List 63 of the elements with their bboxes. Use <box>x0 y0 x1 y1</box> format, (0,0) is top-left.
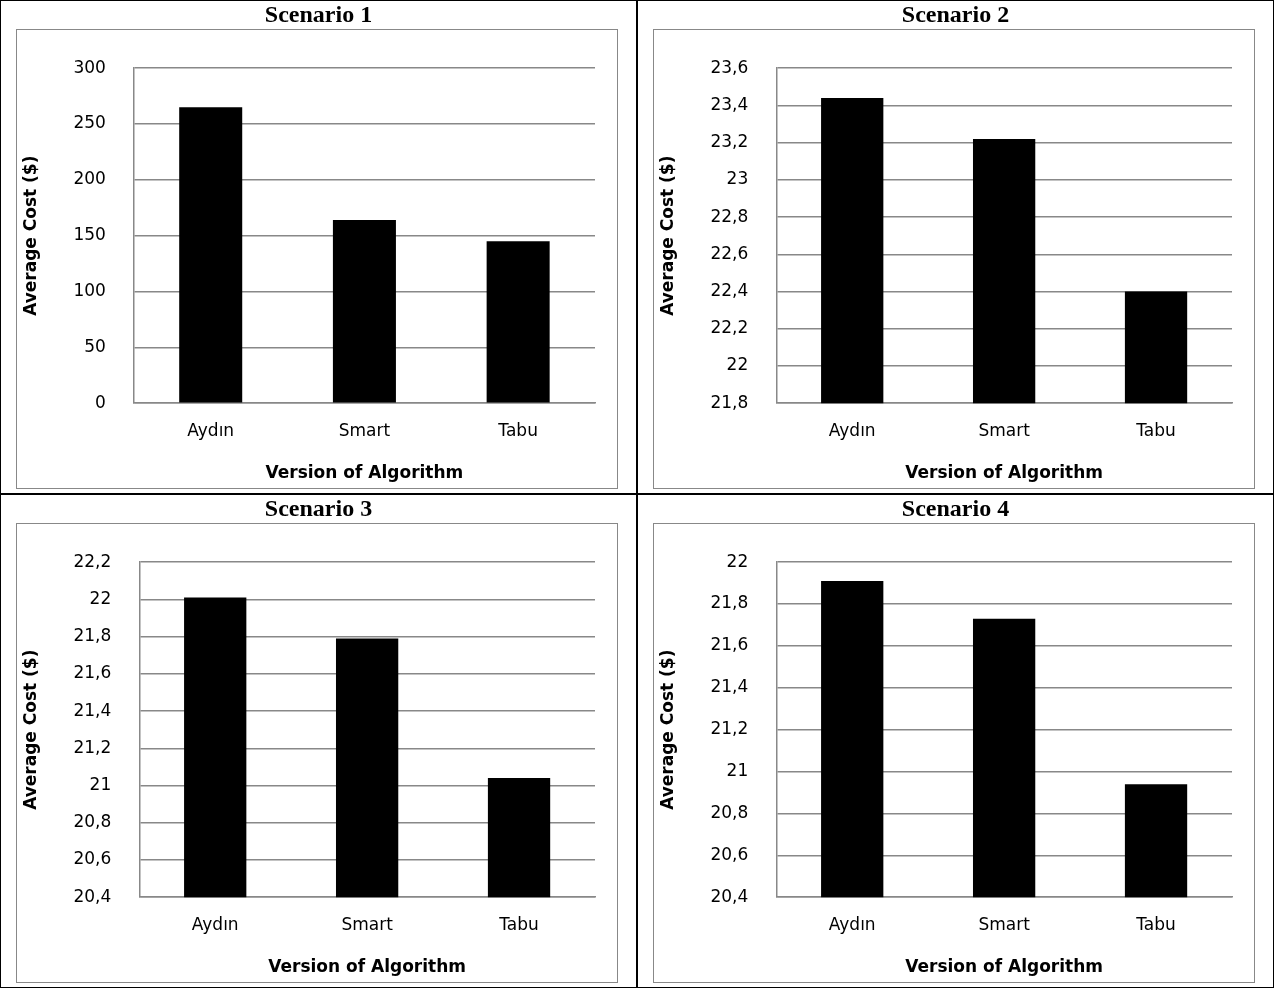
y-tick-label: 22 <box>726 354 749 375</box>
y-tick-label: 250 <box>73 112 106 133</box>
y-tick-label: 22 <box>89 587 112 608</box>
x-tick-label: Aydın <box>828 913 876 934</box>
x-axis-title: Version of Algorithm <box>268 956 467 977</box>
y-tick-label: 21,4 <box>73 699 112 720</box>
bar <box>179 107 243 403</box>
y-axis-title: Average Cost ($) <box>19 649 40 810</box>
y-axis-title: Average Cost ($) <box>19 155 40 316</box>
y-tick-label: 23,6 <box>710 56 749 77</box>
y-tick-label: 21,2 <box>73 736 112 757</box>
y-tick-label: 21,8 <box>710 592 749 613</box>
y-tick-label: 21,4 <box>710 676 749 697</box>
y-tick-label: 20,6 <box>710 843 749 864</box>
x-axis-title: Version of Algorithm <box>905 956 1104 977</box>
x-tick-label: Aydın <box>191 913 239 934</box>
y-tick-label: 21 <box>726 760 749 780</box>
y-axis-title: Average Cost ($) <box>656 649 677 810</box>
y-tick-label: 23,4 <box>710 93 749 114</box>
x-tick-label: Aydın <box>187 419 235 440</box>
y-tick-label: 22,6 <box>710 242 749 263</box>
y-tick-label: 0 <box>95 391 106 412</box>
x-tick-label: Smart <box>338 419 391 440</box>
y-tick-label: 100 <box>73 279 106 300</box>
y-tick-label: 21,6 <box>73 662 112 683</box>
chart-title: Scenario 4 <box>900 495 1011 521</box>
y-tick-label: 21,8 <box>73 625 112 646</box>
y-tick-label: 300 <box>73 56 106 77</box>
y-axis-title: Average Cost ($) <box>656 155 677 316</box>
bar <box>332 220 396 403</box>
x-tick-label: Aydın <box>828 419 876 440</box>
y-tick-label: 22,8 <box>710 205 749 226</box>
x-axis-title: Version of Algorithm <box>905 462 1104 483</box>
y-tick-label: 21,2 <box>710 718 749 739</box>
y-tick-label: 20,8 <box>710 801 749 822</box>
y-tick-label: 21 <box>89 773 112 794</box>
y-tick-label: 20,4 <box>710 885 749 906</box>
x-tick-label: Smart <box>978 913 1031 934</box>
chart-title: Scenario 3 <box>263 495 374 521</box>
y-tick-label: 22,2 <box>710 317 749 338</box>
x-tick-label: Tabu <box>1135 913 1176 934</box>
y-tick-label: 200 <box>73 168 106 189</box>
y-tick-label: 21,6 <box>710 634 749 655</box>
y-tick-label: 21,8 <box>710 391 749 412</box>
y-tick-label: 20,4 <box>73 885 112 906</box>
y-tick-label: 23,2 <box>710 131 749 152</box>
chart-title: Scenario 2 <box>900 1 1011 27</box>
x-tick-label: Tabu <box>498 913 539 934</box>
y-tick-label: 20,8 <box>73 811 112 832</box>
bar <box>486 241 550 403</box>
y-tick-label: 50 <box>84 335 106 356</box>
x-tick-label: Smart <box>978 419 1031 440</box>
chart-title: Scenario 1 <box>263 1 374 27</box>
x-tick-label: Smart <box>341 913 394 934</box>
y-tick-label: 23 <box>726 168 749 189</box>
y-tick-label: 22,2 <box>73 550 112 571</box>
y-tick-label: 150 <box>73 224 106 245</box>
y-tick-label: 20,6 <box>73 848 112 869</box>
x-tick-label: Tabu <box>497 419 538 440</box>
x-tick-label: Tabu <box>1135 419 1176 440</box>
y-tick-label: 22 <box>726 550 749 571</box>
x-axis-title: Version of Algorithm <box>265 462 464 483</box>
y-tick-label: 22,4 <box>710 279 749 300</box>
